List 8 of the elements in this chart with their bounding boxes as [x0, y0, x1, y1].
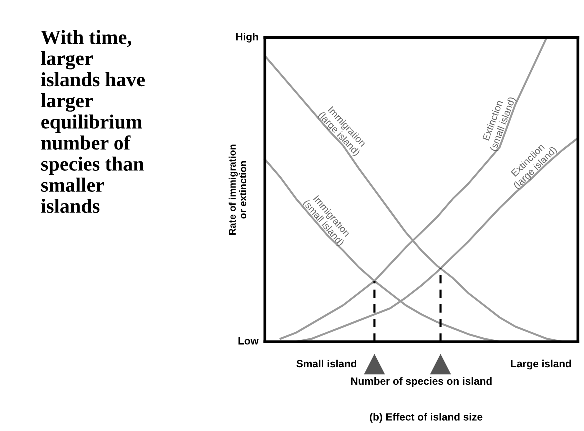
- text: (b) Effect of island size: [370, 413, 483, 423]
- text: With time, larger islands have larger equilibrium number of species than smaller islands: [41, 30, 146, 214]
- text: Large island: [511, 360, 572, 370]
- text: Small island: [296, 360, 357, 368]
- y-axis-title: Rate of immigration or extinction: [228, 144, 247, 235]
- text: High: [236, 33, 258, 43]
- x-axis-title: Number of species on island: [351, 377, 492, 388]
- text: Low: [238, 338, 259, 345]
